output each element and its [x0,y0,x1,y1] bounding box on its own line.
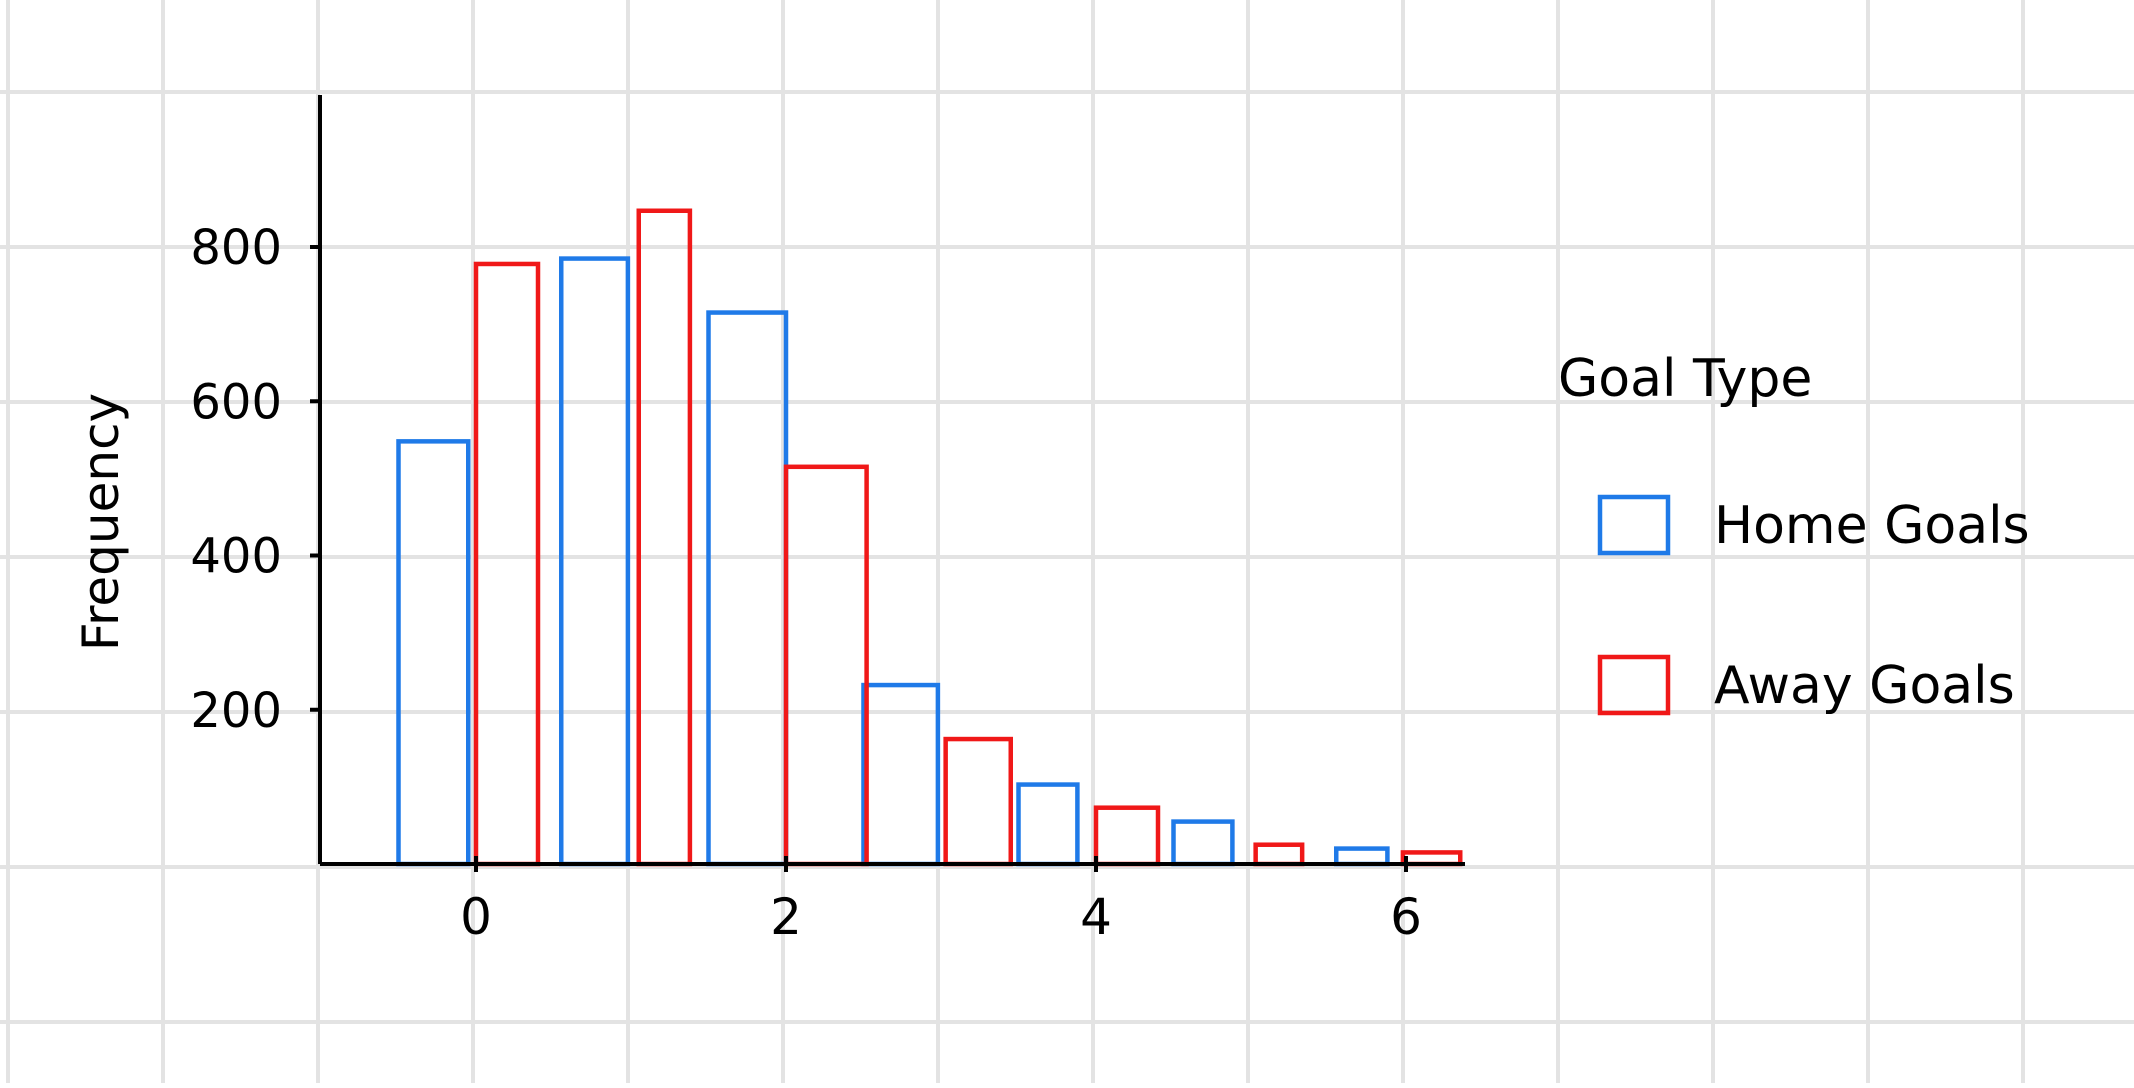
y-tick-label: 800 [190,220,282,276]
ticks-group: 0 2 4 6 200 400 600 800 [190,220,1422,946]
legend-label-home-goals: Home Goals [1714,496,2030,556]
axes-group [318,95,1465,866]
y-tick-label: 200 [190,683,282,739]
x-tick-label: 4 [1080,888,1112,946]
legend-label-away-goals: Away Goals [1714,656,2015,716]
legend-swatch-home-goals [1597,494,1671,556]
legend-items: Home Goals Away Goals [1597,494,2030,716]
y-axis-label: Frequency [72,393,130,651]
legend: Goal Type Home Goals Away Goals [1558,349,2030,716]
x-tick-label: 6 [1390,888,1422,946]
y-tick-label: 600 [190,374,282,430]
x-tick-label: 2 [770,888,802,946]
y-tick-label: 400 [190,529,282,585]
legend-title: Goal Type [1558,349,1812,409]
x-tick-label: 0 [460,888,492,946]
legend-swatch-away-goals [1597,654,1671,716]
